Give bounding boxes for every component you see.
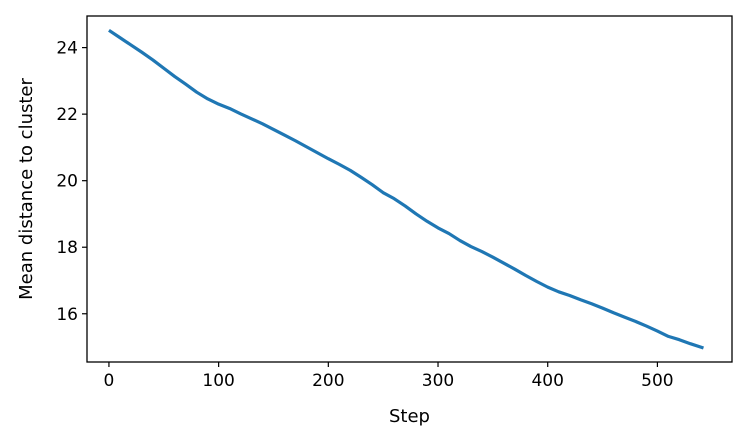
y-axis-label: Mean distance to cluster <box>16 78 37 300</box>
x-axis: 0 100 200 300 400 500 <box>104 362 674 391</box>
y-tick-label: 16 <box>56 305 78 325</box>
x-tick-label: 200 <box>312 371 344 391</box>
x-tick-label: 500 <box>641 371 673 391</box>
x-tick-label: 300 <box>422 371 454 391</box>
y-tick-label: 24 <box>56 39 78 59</box>
x-tick-label: 0 <box>104 371 115 391</box>
y-tick-label: 18 <box>56 238 78 258</box>
y-tick-label: 20 <box>56 172 78 192</box>
plot-frame <box>86 15 733 363</box>
x-tick-label: 400 <box>531 371 563 391</box>
y-tick-label: 22 <box>56 105 78 125</box>
series-line <box>108 28 704 350</box>
y-axis: 16 18 20 22 24 <box>56 39 87 325</box>
x-tick-label: 100 <box>202 371 234 391</box>
x-axis-label: Step <box>389 406 430 427</box>
plot-area <box>108 28 704 350</box>
